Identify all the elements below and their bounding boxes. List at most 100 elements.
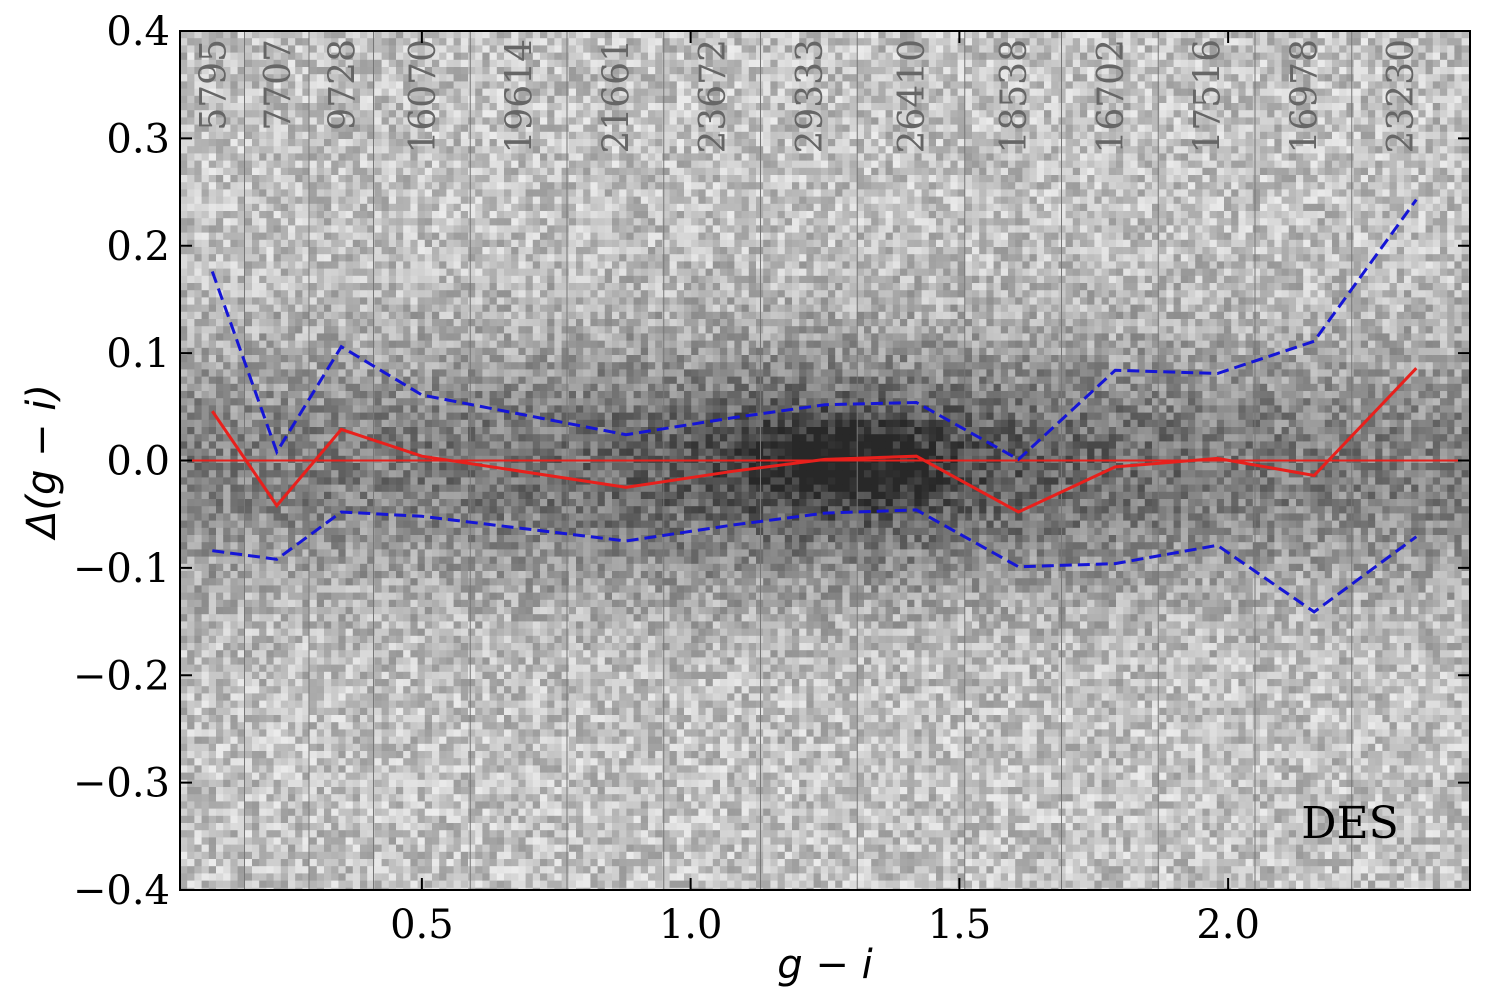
heatmap-cell — [410, 700, 418, 709]
heatmap-cell — [345, 59, 354, 68]
heatmap-cell — [331, 247, 339, 255]
heatmap-cell — [331, 441, 339, 449]
heatmap-cell — [338, 218, 346, 226]
heatmap-cell — [374, 218, 382, 226]
heatmap-cell — [266, 340, 274, 349]
heatmap-cell — [403, 751, 411, 759]
heatmap-cell — [266, 520, 274, 529]
heatmap-cell — [396, 254, 404, 262]
heatmap-cell — [180, 614, 188, 622]
heatmap-cell — [460, 621, 469, 629]
heatmap-cell — [453, 52, 462, 61]
heatmap-cell — [280, 484, 289, 493]
heatmap-cell — [288, 859, 296, 867]
heatmap-cell — [403, 585, 411, 593]
heatmap-cell — [244, 599, 253, 608]
heatmap-cell — [403, 520, 411, 529]
heatmap-cell — [410, 477, 418, 485]
heatmap-cell — [201, 815, 210, 824]
heatmap-cell — [266, 679, 274, 687]
heatmap-cell — [403, 664, 411, 673]
heatmap-cell — [460, 110, 469, 118]
heatmap-cell — [259, 175, 267, 183]
heatmap-cell — [367, 153, 375, 161]
heatmap-cell — [446, 463, 454, 471]
heatmap-cell — [417, 167, 426, 176]
heatmap-cell — [403, 693, 411, 701]
heatmap-cell — [237, 319, 246, 327]
heatmap-cell — [424, 67, 433, 75]
heatmap-cell — [252, 563, 260, 572]
heatmap-cell — [280, 880, 289, 889]
heatmap-cell — [324, 74, 332, 82]
heatmap-cell — [252, 535, 260, 543]
heatmap-cell — [302, 419, 310, 428]
heatmap-cell — [223, 513, 231, 521]
heatmap-cell — [201, 851, 210, 860]
heatmap-cell — [194, 506, 202, 514]
heatmap-cell — [381, 520, 390, 529]
heatmap-cell — [468, 31, 476, 39]
heatmap-cell — [453, 679, 462, 687]
heatmap-cell — [352, 131, 361, 140]
heatmap-cell — [453, 657, 462, 665]
heatmap-cell — [244, 866, 253, 874]
heatmap-cell — [259, 369, 267, 377]
heatmap-cell — [396, 419, 404, 428]
heatmap-cell — [180, 621, 188, 629]
heatmap-cell — [417, 491, 426, 500]
heatmap-cell — [259, 765, 267, 773]
heatmap-cell — [410, 657, 418, 665]
heatmap-cell — [352, 225, 361, 233]
heatmap-cell — [266, 434, 274, 442]
heatmap-cell — [324, 376, 332, 385]
heatmap-cell — [288, 110, 296, 118]
heatmap-cell — [345, 139, 354, 147]
heatmap-cell — [331, 95, 339, 104]
heatmap-cell — [223, 160, 231, 169]
heatmap-cell — [432, 254, 440, 262]
heatmap-cell — [432, 283, 440, 291]
heatmap-cell — [223, 326, 231, 334]
heatmap-cell — [244, 74, 253, 82]
heatmap-cell — [208, 542, 217, 550]
heatmap-cell — [374, 153, 382, 161]
heatmap-cell — [439, 160, 447, 169]
heatmap-cell — [273, 787, 282, 795]
heatmap-cell — [266, 527, 274, 536]
heatmap-cell — [410, 239, 418, 248]
heatmap-cell — [331, 779, 339, 788]
heatmap-cell — [259, 873, 267, 881]
heatmap-cell — [468, 621, 476, 629]
heatmap-cell — [453, 139, 462, 147]
heatmap-cell — [352, 283, 361, 291]
heatmap-cell — [388, 787, 397, 795]
heatmap-cell — [410, 607, 418, 615]
heatmap-cell — [388, 549, 397, 557]
heatmap-cell — [403, 657, 411, 665]
heatmap-cell — [252, 355, 260, 363]
heatmap-cell — [367, 369, 375, 377]
heatmap-cell — [316, 355, 325, 363]
heatmap-cell — [374, 211, 382, 219]
heatmap-cell — [223, 715, 231, 723]
heatmap-cell — [237, 729, 246, 737]
heatmap-cell — [338, 275, 346, 284]
heatmap-cell — [266, 218, 274, 226]
heatmap-cell — [446, 693, 454, 701]
heatmap-cell — [410, 772, 418, 781]
heatmap-cell — [403, 38, 411, 46]
heatmap-cell — [230, 873, 238, 881]
heatmap-cell — [324, 650, 332, 658]
heatmap-cell — [338, 398, 346, 406]
heatmap-cell — [410, 520, 418, 529]
heatmap-cell — [216, 470, 224, 478]
heatmap-cell — [374, 830, 382, 838]
heatmap-cell — [252, 736, 260, 745]
heatmap-cell — [244, 671, 253, 680]
heatmap-cell — [180, 88, 188, 97]
heatmap-cell — [295, 45, 303, 53]
heatmap-cell — [468, 175, 476, 183]
heatmap-cell — [288, 621, 296, 629]
heatmap-cell — [252, 830, 260, 838]
